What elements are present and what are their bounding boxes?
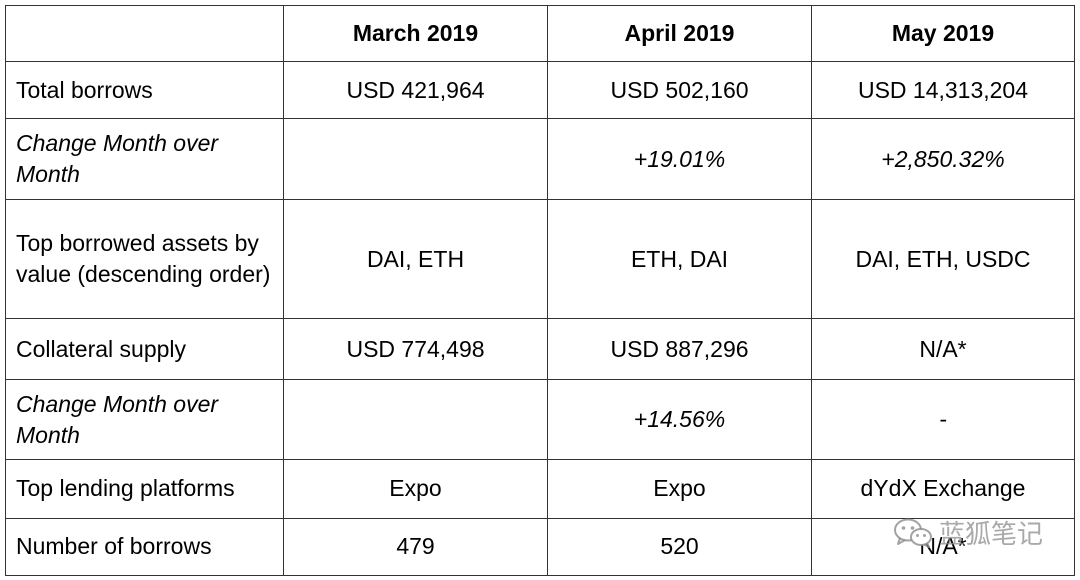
- table-row-top-lending-platforms: Top lending platforms Expo Expo dYdX Exc…: [5, 459, 1075, 519]
- cell-value: USD 14,313,204: [811, 60, 1075, 120]
- row-label: Change Month over Month: [5, 118, 284, 200]
- cell-value: +2,850.32%: [811, 118, 1075, 200]
- cell-value: 520: [547, 517, 812, 577]
- row-label: Change Month over Month: [5, 378, 284, 461]
- table-row-change-borrows: Change Month over Month +19.01% +2,850.3…: [5, 118, 1075, 200]
- cell-value: USD 774,498: [283, 318, 548, 380]
- cell-value: DAI, ETH, USDC: [811, 198, 1075, 320]
- header-cell-march: March 2019: [283, 5, 548, 62]
- table-row-total-borrows: Total borrows USD 421,964 USD 502,160 US…: [5, 60, 1075, 120]
- cell-value: USD 421,964: [283, 60, 548, 120]
- cell-value: ETH, DAI: [547, 198, 812, 320]
- table-row-number-of-borrows: Number of borrows 479 520 N/A*: [5, 517, 1075, 577]
- row-label: Top lending platforms: [5, 459, 284, 519]
- cell-value: 479: [283, 517, 548, 577]
- cell-value: +19.01%: [547, 118, 812, 200]
- cell-value: +14.56%: [547, 378, 812, 461]
- cell-value: USD 887,296: [547, 318, 812, 380]
- cell-value: -: [811, 378, 1075, 461]
- borrow-stats-table: March 2019 April 2019 May 2019 Total bor…: [5, 5, 1075, 577]
- cell-value: [283, 378, 548, 461]
- row-label: Number of borrows: [5, 517, 284, 577]
- cell-value: DAI, ETH: [283, 198, 548, 320]
- table-row-top-borrowed-assets: Top borrowed assets by value (descending…: [5, 198, 1075, 320]
- cell-value: N/A*: [811, 318, 1075, 380]
- header-cell-may: May 2019: [811, 5, 1075, 62]
- header-cell-empty: [5, 5, 284, 62]
- header-row: March 2019 April 2019 May 2019: [5, 5, 1075, 62]
- row-label: Collateral supply: [5, 318, 284, 380]
- cell-value: dYdX Exchange: [811, 459, 1075, 519]
- table-row-collateral-supply: Collateral supply USD 774,498 USD 887,29…: [5, 318, 1075, 380]
- table-row-change-collateral: Change Month over Month +14.56% -: [5, 378, 1075, 461]
- cell-value: N/A*: [811, 517, 1075, 577]
- cell-value: [283, 118, 548, 200]
- row-label: Total borrows: [5, 60, 284, 120]
- header-cell-april: April 2019: [547, 5, 812, 62]
- cell-value: USD 502,160: [547, 60, 812, 120]
- cell-value: Expo: [283, 459, 548, 519]
- cell-value: Expo: [547, 459, 812, 519]
- row-label: Top borrowed assets by value (descending…: [5, 198, 284, 320]
